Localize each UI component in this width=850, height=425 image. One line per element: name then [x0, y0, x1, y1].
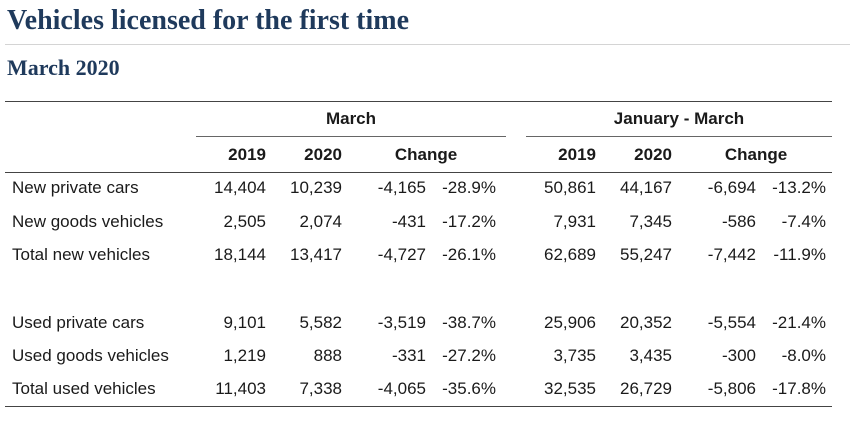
table-cell: -17.2% — [442, 212, 496, 231]
table-cell: 13,417 — [290, 245, 342, 264]
table-cell: 14,404 — [214, 178, 266, 197]
table-cell: 32,535 — [544, 379, 596, 398]
table-cell: 3,735 — [553, 346, 596, 365]
table-cell: -4,727 — [377, 245, 426, 264]
table-cell: -26.1% — [442, 245, 496, 264]
table-cell: 20,352 — [620, 313, 672, 332]
table-cell: -4,065 — [377, 379, 426, 398]
table-cell: 888 — [313, 346, 342, 365]
table-cell: 10,239 — [290, 178, 342, 197]
table-cell: 2,074 — [299, 212, 342, 231]
group-header-march: March — [325, 109, 377, 128]
table-cell: -35.6% — [442, 379, 496, 398]
table-cell: 11,403 — [215, 379, 266, 398]
row-label: Used goods vehicles — [12, 346, 169, 365]
col-header-janmar-2020: 2020 — [634, 145, 672, 164]
table-cell: 55,247 — [620, 245, 672, 264]
table-cell: 1,219 — [223, 346, 266, 365]
table-top-rule — [5, 101, 832, 102]
table-cell: -27.2% — [442, 346, 496, 365]
table-cell: 18,144 — [214, 245, 266, 264]
table-cell: 25,906 — [544, 313, 596, 332]
table-cell: 7,345 — [629, 212, 672, 231]
table-cell: 7,338 — [299, 379, 342, 398]
col-header-janmar-change: Change — [724, 145, 788, 164]
table-cell: 50,861 — [544, 178, 596, 197]
table-bottom-rule — [5, 406, 832, 407]
table-cell: 9,101 — [223, 313, 266, 332]
title-divider — [5, 44, 850, 45]
table-cell: -5,806 — [707, 379, 756, 398]
table-cell: -28.9% — [442, 178, 496, 197]
table-cell: 5,582 — [299, 313, 342, 332]
table-cell: -331 — [391, 346, 426, 365]
table-cell: -586 — [721, 212, 756, 231]
header-bottom-rule — [5, 172, 832, 173]
table-cell: -4,165 — [377, 178, 426, 197]
table-cell: 44,167 — [620, 178, 672, 197]
table-cell: -11.9% — [773, 245, 826, 264]
table-cell: -7.4% — [781, 212, 826, 231]
table-cell: -300 — [721, 346, 756, 365]
table-cell: 3,435 — [629, 346, 672, 365]
col-header-march-change: Change — [394, 145, 458, 164]
group-rule-march — [196, 136, 506, 137]
table-cell: 62,689 — [544, 245, 596, 264]
table-cell: -8.0% — [781, 346, 826, 365]
row-label: New goods vehicles — [12, 212, 164, 231]
row-label: Total used vehicles — [12, 379, 156, 398]
table-cell: -38.7% — [442, 313, 496, 332]
page-subtitle: March 2020 — [7, 55, 120, 80]
page-title: Vehicles licensed for the first time — [7, 5, 410, 36]
row-label: Used private cars — [12, 313, 145, 332]
table-cell: -13.2% — [772, 178, 826, 197]
table-cell: -3,519 — [377, 313, 426, 332]
table-cell: 26,729 — [620, 379, 672, 398]
table-cell: -6,694 — [707, 178, 756, 197]
table-cell: -21.4% — [772, 313, 826, 332]
group-header-jan-mar: January - March — [613, 109, 745, 128]
table-cell: 2,505 — [223, 212, 266, 231]
table-cell: -431 — [391, 212, 426, 231]
col-header-march-2020: 2020 — [304, 145, 342, 164]
col-header-march-2019: 2019 — [228, 145, 266, 164]
row-label: New private cars — [12, 178, 139, 197]
table-cell: -5,554 — [707, 313, 756, 332]
group-rule-jan-mar — [526, 136, 832, 137]
table-cell: -17.8% — [772, 379, 826, 398]
table-cell: -7,442 — [707, 245, 756, 264]
col-header-janmar-2019: 2019 — [558, 145, 596, 164]
table-cell: 7,931 — [553, 212, 596, 231]
row-label: Total new vehicles — [12, 245, 150, 264]
